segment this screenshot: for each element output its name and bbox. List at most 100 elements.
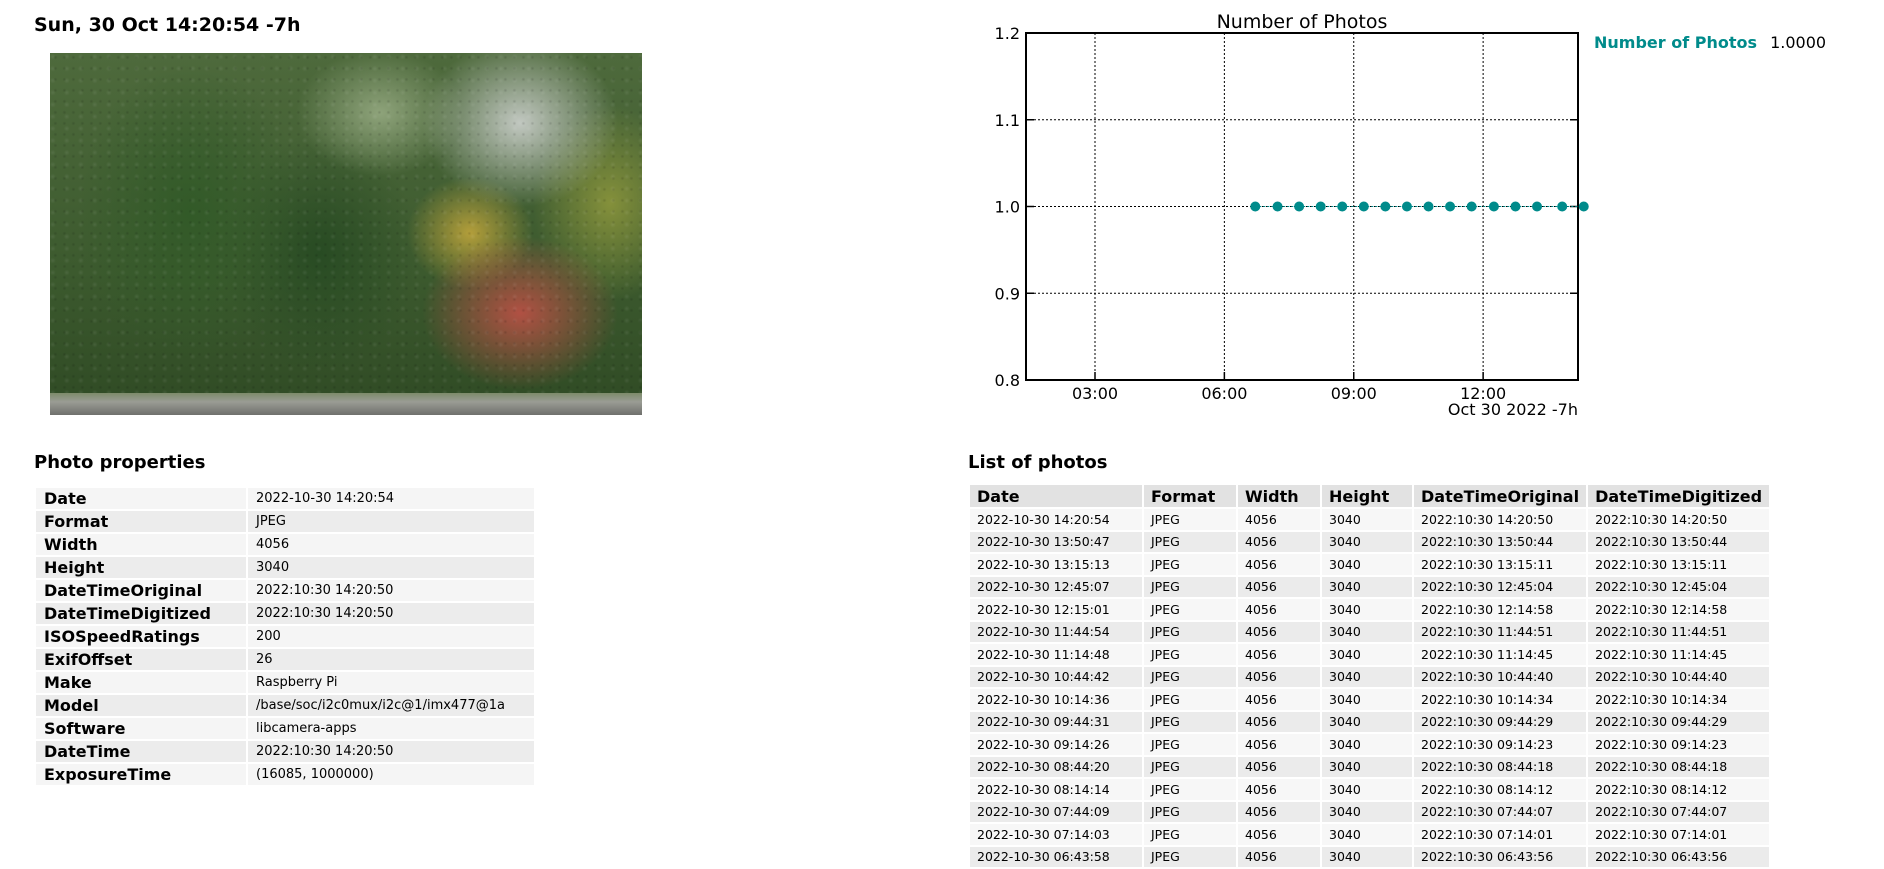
photo-row[interactable]: 2022-10-30 13:50:47 JPEG 4056 3040 2022:10:3…: [970, 531, 1770, 552]
data-point: [1315, 201, 1326, 212]
photo-row[interactable]: 2022-10-30 06:43:58 JPEG 4056 3040 2022:10:3…: [970, 846, 1770, 867]
photo-cell: 3040: [1322, 666, 1412, 687]
property-row: Height 3040: [36, 557, 534, 578]
latest-photo-image: [50, 53, 642, 415]
photo-row[interactable]: 2022-10-30 10:44:42 JPEG 4056 3040 2022:10:3…: [970, 666, 1770, 687]
column-header: Date: [970, 485, 1142, 507]
photo-cell: 2022:10:30 13:50:44: [1414, 531, 1587, 552]
photo-cell: 3040: [1322, 576, 1412, 597]
photo-cell: 2022:10:30 14:20:50: [1414, 509, 1587, 530]
property-value: 2022-10-30 14:20:54: [248, 488, 534, 509]
photo-cell: 3040: [1322, 734, 1412, 755]
property-value: 4056: [248, 534, 534, 555]
photo-row[interactable]: 2022-10-30 10:14:36 JPEG 4056 3040 2022:10:3…: [970, 689, 1770, 710]
column-header: DateTimeDigitized: [1588, 485, 1770, 507]
photo-properties-table: Date 2022-10-30 14:20:54 Format JPEG Width 40…: [34, 486, 536, 787]
photo-cell: 2022-10-30 11:14:48: [970, 644, 1142, 665]
property-value: 26: [248, 649, 534, 670]
property-key: Width: [36, 534, 246, 555]
photo-cell: 4056: [1238, 756, 1320, 777]
photo-row[interactable]: 2022-10-30 07:14:03 JPEG 4056 3040 2022:10:3…: [970, 824, 1770, 845]
photo-cell: 2022:10:30 12:14:58: [1414, 599, 1587, 620]
data-point: [1401, 201, 1412, 212]
data-point: [1294, 201, 1305, 212]
photo-cell: 4056: [1238, 846, 1320, 867]
photo-cell: 3040: [1322, 599, 1412, 620]
page-title: Sun, 30 Oct 14:20:54 -7h: [34, 14, 301, 36]
property-row: Format JPEG: [36, 511, 534, 532]
photo-row[interactable]: 2022-10-30 09:14:26 JPEG 4056 3040 2022:10:3…: [970, 734, 1770, 755]
photo-cell: 2022:10:30 08:14:12: [1588, 779, 1770, 800]
photo-cell: 2022-10-30 06:43:58: [970, 846, 1142, 867]
photo-cell: 2022:10:30 13:50:44: [1588, 531, 1770, 552]
property-key: Height: [36, 557, 246, 578]
photo-cell: 2022-10-30 12:15:01: [970, 599, 1142, 620]
photo-cell: 2022:10:30 11:14:45: [1588, 644, 1770, 665]
property-key: Make: [36, 672, 246, 693]
data-point: [1250, 201, 1261, 212]
photo-cell: 2022:10:30 10:44:40: [1588, 666, 1770, 687]
photo-cell: 4056: [1238, 711, 1320, 732]
property-key: Software: [36, 718, 246, 739]
property-value: (16085, 1000000): [248, 764, 534, 785]
photo-cell: 2022-10-30 11:44:54: [970, 621, 1142, 642]
property-key: ExifOffset: [36, 649, 246, 670]
photo-row[interactable]: 2022-10-30 07:44:09 JPEG 4056 3040 2022:10:3…: [970, 801, 1770, 822]
photo-cell: 2022-10-30 13:50:47: [970, 531, 1142, 552]
photo-cell: 3040: [1322, 689, 1412, 710]
photo-row[interactable]: 2022-10-30 12:45:07 JPEG 4056 3040 2022:10:3…: [970, 576, 1770, 597]
photo-cell: 3040: [1322, 621, 1412, 642]
photo-row[interactable]: 2022-10-30 12:15:01 JPEG 4056 3040 2022:10:3…: [970, 599, 1770, 620]
property-key: Model: [36, 695, 246, 716]
photo-cell: 2022:10:30 10:14:34: [1414, 689, 1587, 710]
photo-cell: 3040: [1322, 824, 1412, 845]
photo-row[interactable]: 2022-10-30 08:14:14 JPEG 4056 3040 2022:10:3…: [970, 779, 1770, 800]
legend-series-name: Number of Photos: [1594, 33, 1758, 52]
property-value: Raspberry Pi: [248, 672, 534, 693]
photo-cell: JPEG: [1144, 509, 1236, 530]
photo-cell: 2022:10:30 08:44:18: [1414, 756, 1587, 777]
y-tick-label: 1.0: [995, 198, 1020, 217]
photo-cell: 3040: [1322, 779, 1412, 800]
photo-cell: 4056: [1238, 779, 1320, 800]
photo-cell: 3040: [1322, 756, 1412, 777]
photo-cell: 2022:10:30 06:43:56: [1414, 846, 1587, 867]
property-value: /base/soc/i2c0mux/i2c@1/imx477@1a: [248, 695, 534, 716]
photo-cell: 3040: [1322, 846, 1412, 867]
photo-cell: 2022-10-30 12:45:07: [970, 576, 1142, 597]
photo-row[interactable]: 2022-10-30 11:14:48 JPEG 4056 3040 2022:10:3…: [970, 644, 1770, 665]
y-tick-label: 0.8: [995, 371, 1020, 390]
photo-cell: JPEG: [1144, 846, 1236, 867]
photo-cell: 2022:10:30 07:44:07: [1588, 801, 1770, 822]
photo-cell: 2022:10:30 12:14:58: [1588, 599, 1770, 620]
photo-row[interactable]: 2022-10-30 13:15:13 JPEG 4056 3040 2022:10:3…: [970, 554, 1770, 575]
property-row: Model/base/soc/i2c0mux/i2c@1/imx477@1a: [36, 695, 534, 716]
data-point: [1272, 201, 1283, 212]
property-key: DateTimeDigitized: [36, 603, 246, 624]
property-key: Format: [36, 511, 246, 532]
photo-cell: 2022:10:30 08:44:18: [1588, 756, 1770, 777]
photo-cell: 2022:10:30 12:45:04: [1588, 576, 1770, 597]
photo-row[interactable]: 2022-10-30 11:44:54 JPEG 4056 3040 2022:10:3…: [970, 621, 1770, 642]
photo-row[interactable]: 2022-10-30 08:44:20 JPEG 4056 3040 2022:10:3…: [970, 756, 1770, 777]
photo-cell: 2022-10-30 07:14:03: [970, 824, 1142, 845]
property-row: Software libcamera-apps: [36, 718, 534, 739]
photo-cell: JPEG: [1144, 779, 1236, 800]
data-point: [1445, 201, 1456, 212]
photo-row[interactable]: 2022-10-30 14:20:54 JPEG 4056 3040 2022:10:3…: [970, 509, 1770, 530]
property-key: DateTimeOriginal: [36, 580, 246, 601]
photo-cell: 2022:10:30 13:15:11: [1414, 554, 1587, 575]
photo-cell: 2022-10-30 08:44:20: [970, 756, 1142, 777]
photo-cell: JPEG: [1144, 824, 1236, 845]
chart-legend: Number of Photos 1.0000: [1594, 33, 1826, 52]
property-row: ExposureTime (16085, 1000000): [36, 764, 534, 785]
photo-cell: 3040: [1322, 531, 1412, 552]
x-tick-label: 09:00: [1331, 384, 1377, 403]
photo-row[interactable]: 2022-10-30 09:44:31 JPEG 4056 3040 2022:10:3…: [970, 711, 1770, 732]
property-key: DateTime: [36, 741, 246, 762]
photo-cell: JPEG: [1144, 644, 1236, 665]
photo-cell: 2022:10:30 07:14:01: [1414, 824, 1587, 845]
property-value: libcamera-apps: [248, 718, 534, 739]
photo-cell: 2022-10-30 07:44:09: [970, 801, 1142, 822]
